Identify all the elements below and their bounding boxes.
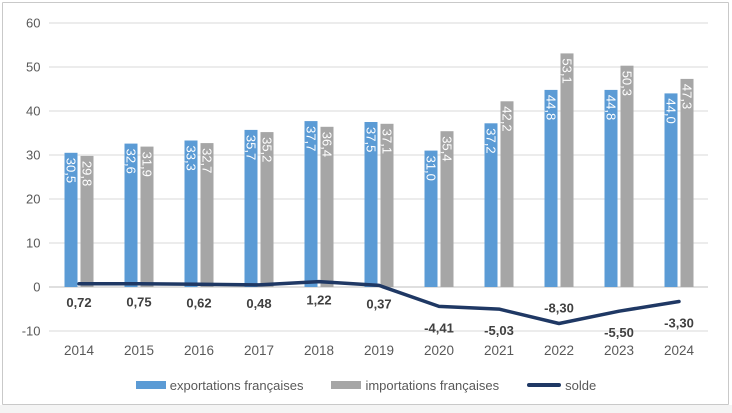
- legend-item-exportations: exportations françaises: [135, 377, 304, 393]
- bar-importations-2021: [500, 101, 514, 287]
- solde-label-2019: 0,37: [366, 296, 391, 311]
- bar-exportations-2024: [664, 93, 678, 288]
- bar-label-exportations-2014: 30,5: [64, 158, 79, 183]
- solde-label-2022: -8,30: [544, 301, 574, 316]
- bar-importations-2015: [140, 146, 154, 287]
- x-tick-2019: 2019: [364, 343, 394, 358]
- x-tick-2020: 2020: [424, 343, 454, 358]
- bar-label-importations-2021: 42,2: [500, 106, 515, 131]
- y-tick-20: 20: [26, 192, 40, 207]
- solde-label-2018: 1,22: [306, 293, 331, 308]
- bar-importations-2020: [440, 131, 454, 287]
- solde-label-2016: 0,62: [186, 295, 211, 310]
- bar-exportations-2015: [124, 143, 138, 287]
- bar-exportations-2018: [304, 121, 318, 287]
- x-tick-2024: 2024: [664, 343, 695, 358]
- bar-label-importations-2022: 53,1: [560, 58, 575, 83]
- bar-importations-2024: [680, 78, 694, 288]
- bar-label-importations-2016: 32,7: [200, 148, 215, 173]
- bar-importations-2022: [560, 53, 574, 288]
- bar-label-exportations-2018: 37,7: [304, 126, 319, 151]
- solde-line: [77, 279, 681, 326]
- solde-label-2023: -5,50: [604, 325, 634, 340]
- bar-label-exportations-2024: 44,0: [664, 98, 679, 123]
- bar-importations-2018: [320, 126, 334, 287]
- y-tick--10: -10: [22, 324, 41, 339]
- exportations-swatch-icon: [135, 381, 166, 389]
- chart-legend: exportations françaises importations fra…: [0, 376, 732, 394]
- bar-label-exportations-2017: 35,7: [244, 135, 259, 160]
- solde-label-2014: 0,72: [66, 295, 91, 310]
- y-tick-50: 50: [26, 60, 40, 75]
- bar-importations-2023: [620, 65, 634, 287]
- x-tick-2023: 2023: [604, 343, 634, 358]
- bar-label-importations-2020: 35,4: [440, 136, 455, 161]
- bar-exportations-2016: [184, 140, 198, 287]
- y-tick-60: 60: [26, 16, 40, 31]
- bar-label-importations-2014: 29,8: [80, 161, 95, 186]
- x-tick-2021: 2021: [484, 343, 514, 358]
- y-tick-30: 30: [26, 148, 40, 163]
- y-tick-40: 40: [26, 104, 40, 119]
- legend-item-solde: solde: [527, 378, 596, 393]
- bar-label-exportations-2021: 37,2: [484, 128, 499, 153]
- bar-importations-2016: [200, 143, 214, 287]
- bar-exportations-2021: [484, 123, 498, 287]
- bar-label-exportations-2020: 31,0: [424, 156, 439, 181]
- x-tick-2014: 2014: [64, 343, 95, 358]
- bar-exportations-2014: [64, 152, 78, 287]
- legend-label-exportations: exportations françaises: [169, 377, 304, 393]
- bar-label-importations-2017: 35,2: [260, 137, 275, 162]
- y-tick-0: 0: [33, 280, 40, 295]
- page-background-strip: [0, 405, 732, 413]
- legend-item-importations: importations françaises: [331, 378, 499, 393]
- bar-label-importations-2018: 36,4: [320, 132, 335, 157]
- bar-label-importations-2023: 50,3: [620, 71, 635, 96]
- bar-label-exportations-2023: 44,8: [604, 95, 619, 120]
- bar-label-importations-2024: 47,3: [680, 84, 695, 109]
- bar-exportations-2023: [604, 89, 618, 288]
- bar-exportations-2019: [364, 122, 378, 287]
- solde-label-2017: 0,48: [246, 296, 271, 311]
- bar-importations-2014: [80, 155, 94, 287]
- x-tick-2022: 2022: [544, 343, 574, 358]
- x-tick-2016: 2016: [184, 343, 214, 358]
- bar-importations-2017: [260, 132, 274, 287]
- bar-label-exportations-2022: 44,8: [544, 95, 559, 120]
- bar-label-exportations-2015: 32,6: [124, 149, 139, 174]
- bar-exportations-2022: [544, 89, 558, 288]
- bar-label-importations-2015: 31,9: [140, 152, 155, 177]
- bar-importations-2019: [380, 123, 394, 287]
- solde-label-2020: -4,41: [424, 320, 454, 335]
- solde-label-2024: -3,30: [664, 316, 694, 331]
- x-tick-2018: 2018: [304, 343, 334, 358]
- solde-label-2015: 0,75: [126, 295, 151, 310]
- legend-label-importations: importations françaises: [365, 377, 500, 393]
- y-tick-10: 10: [26, 236, 40, 251]
- x-tick-2017: 2017: [244, 343, 274, 358]
- bar-exportations-2020: [424, 150, 438, 287]
- bar-label-exportations-2019: 37,5: [364, 127, 379, 152]
- bar-exportations-2017: [244, 129, 258, 287]
- solde-line-swatch-icon: [527, 383, 562, 387]
- legend-label-solde: solde: [565, 377, 597, 393]
- solde-label-2021: -5,03: [484, 323, 514, 338]
- bar-label-exportations-2016: 33,3: [184, 146, 199, 171]
- x-tick-2015: 2015: [124, 343, 154, 358]
- bar-label-importations-2019: 37,1: [380, 129, 395, 154]
- importations-swatch-icon: [331, 381, 362, 389]
